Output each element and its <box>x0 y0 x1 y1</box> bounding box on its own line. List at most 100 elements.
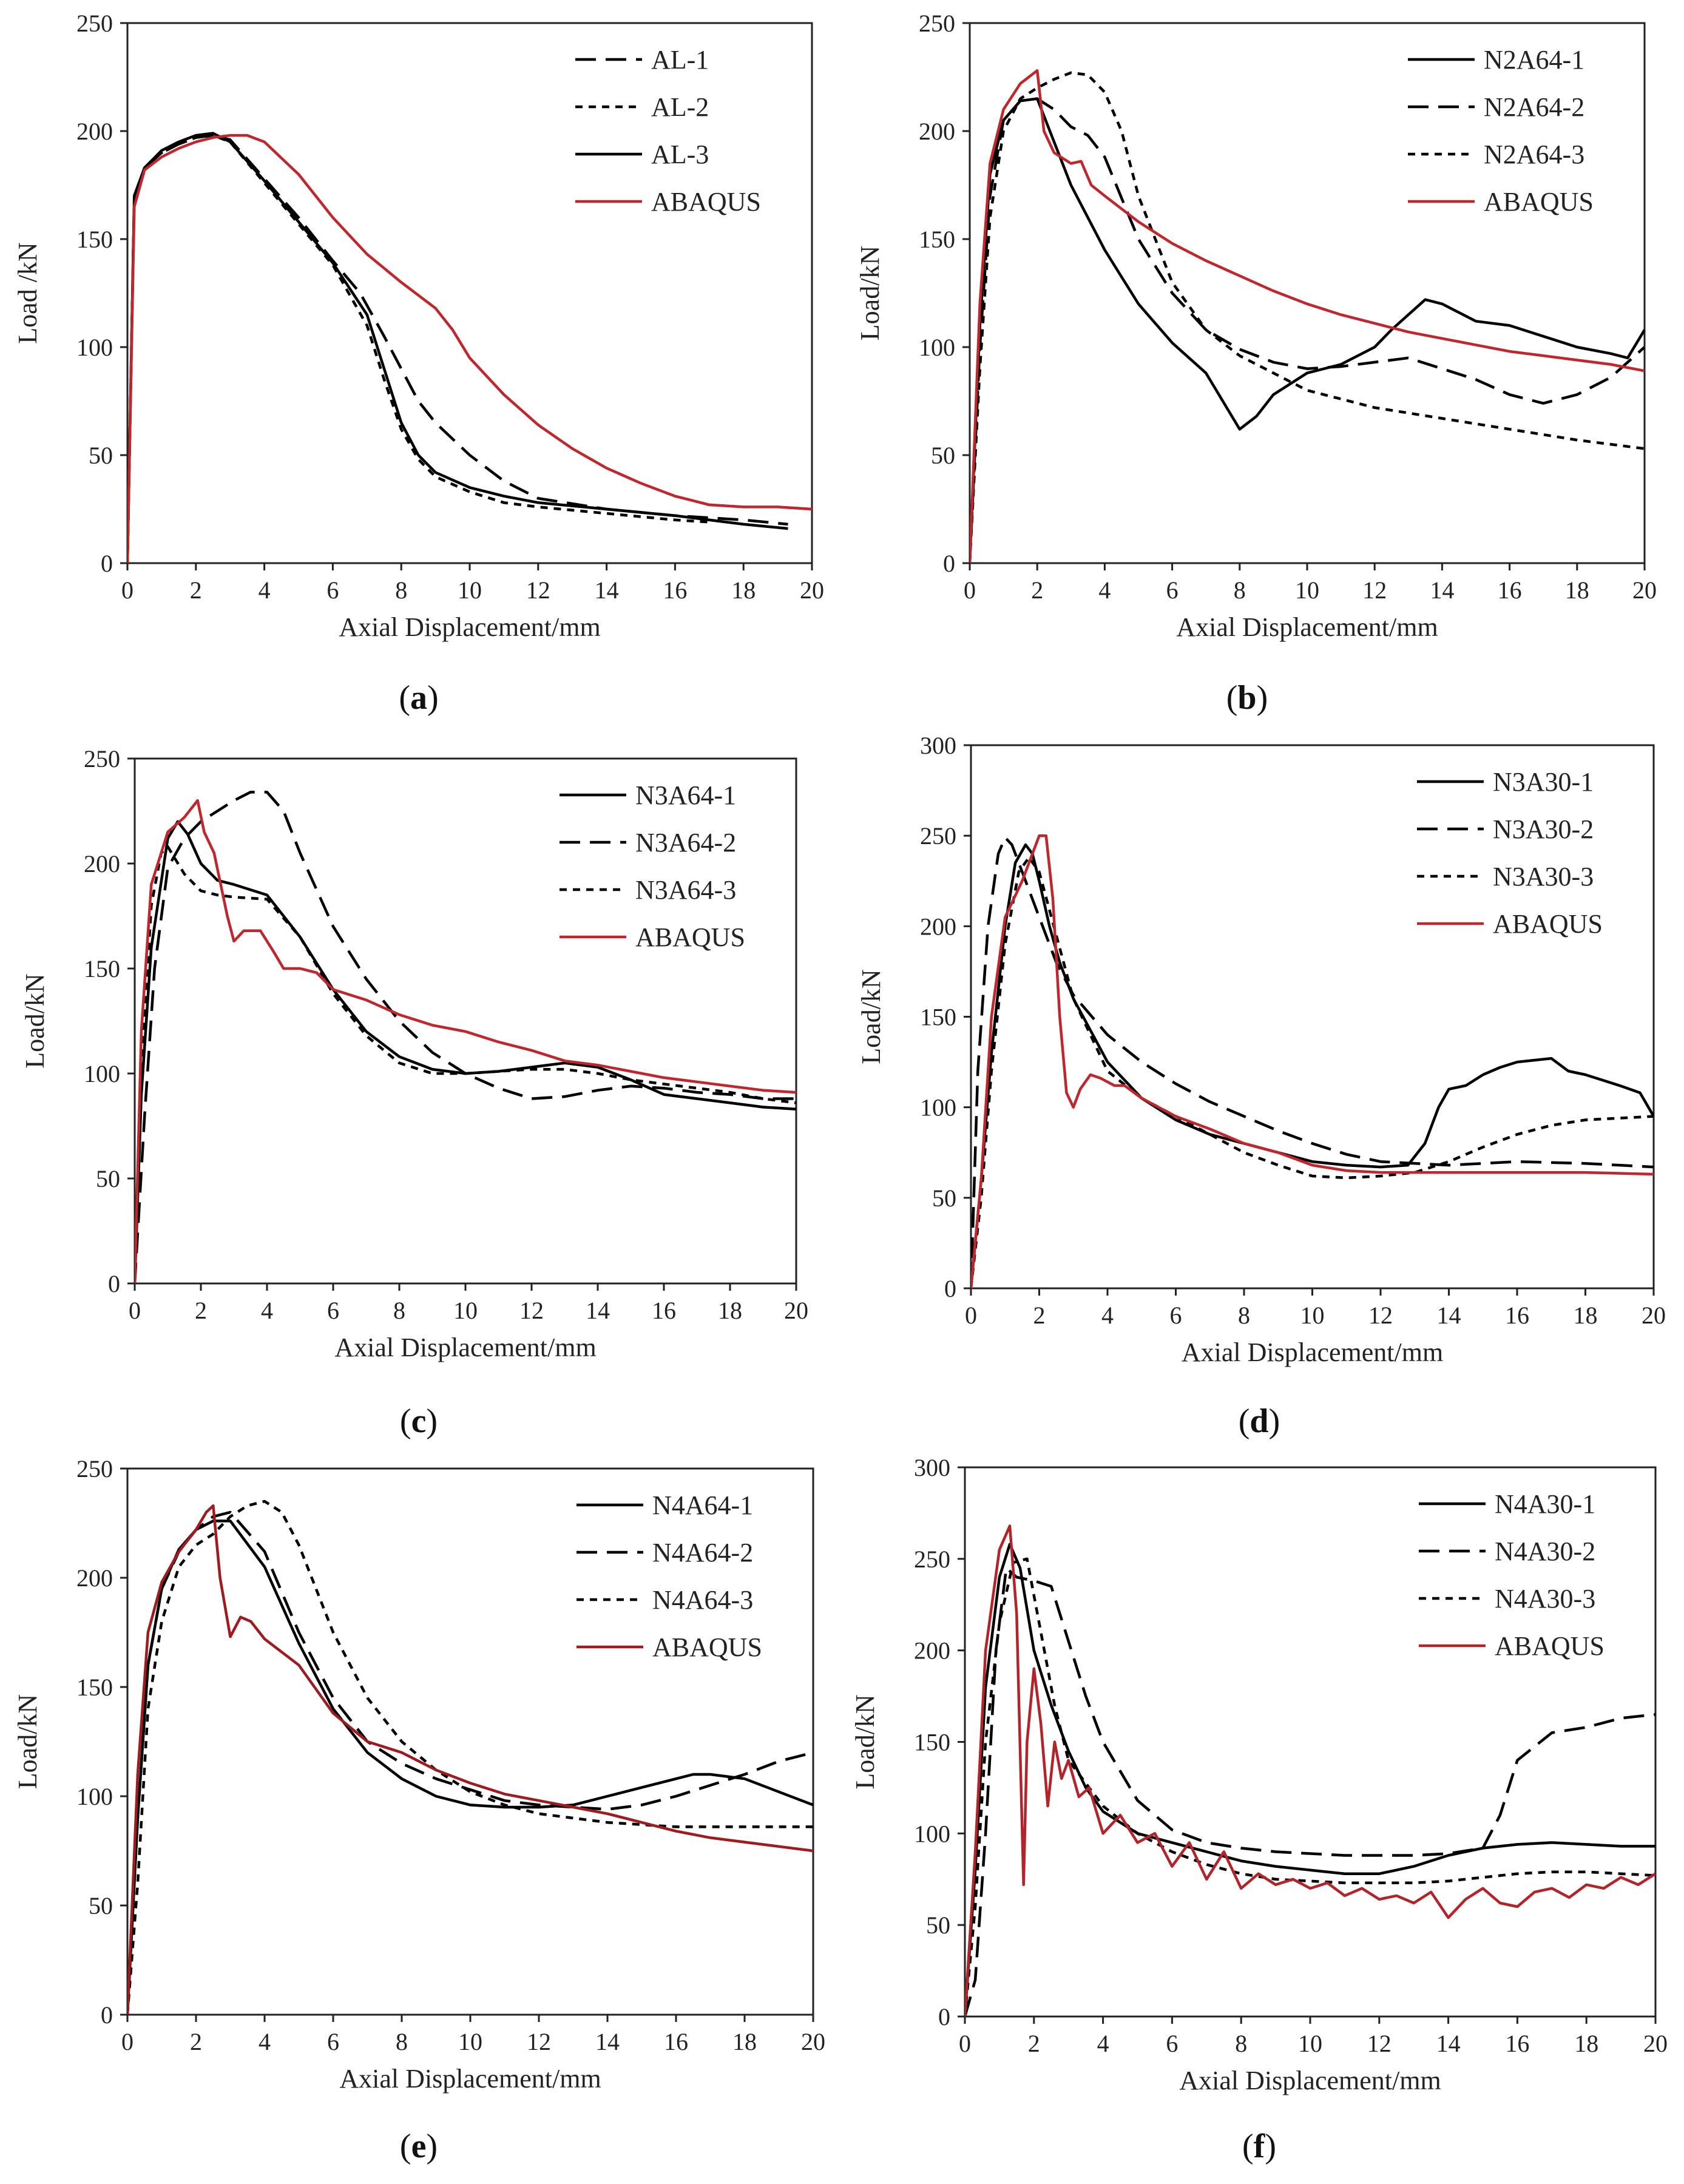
y-axis-title: Load/kN <box>855 246 885 340</box>
panel-caption: (d) <box>1239 1402 1280 1440</box>
x-tick-label: 4 <box>259 2028 271 2055</box>
y-tick-label: 200 <box>84 850 120 877</box>
panel-f: 0 2 4 6 8 10 12 14 16 18 20050100150200250300Axial… <box>850 1454 1668 2165</box>
x-tick-label: 12 <box>526 576 550 604</box>
series-line-al-2 <box>127 134 709 563</box>
legend-label: ABAQUS <box>1495 1631 1605 1661</box>
legend-label: ABAQUS <box>635 922 745 952</box>
y-tick-label: 100 <box>76 334 113 361</box>
series-line-abaqus <box>127 1504 813 2015</box>
legend-label: AL-2 <box>651 92 709 122</box>
legend-label: N2A64-1 <box>1484 45 1584 75</box>
series-line-n3a30-3 <box>971 856 1654 1288</box>
x-tick-label: 4 <box>1097 2030 1109 2057</box>
x-tick-label: 16 <box>1505 1302 1529 1329</box>
y-tick-label: 200 <box>919 118 955 145</box>
x-tick-label: 10 <box>1295 576 1319 604</box>
legend-label: N2A64-3 <box>1484 140 1584 169</box>
y-tick-label: 150 <box>76 226 113 253</box>
y-tick-label: 0 <box>944 1275 956 1302</box>
x-axis-title: Axial Displacement/mm <box>339 2064 601 2094</box>
x-tick-label: 12 <box>1368 1302 1393 1329</box>
y-tick-label: 150 <box>84 955 120 982</box>
y-tick-label: 200 <box>920 913 956 940</box>
legend-label: N4A30-2 <box>1495 1537 1595 1566</box>
legend-label: ABAQUS <box>651 187 761 217</box>
y-tick-label: 200 <box>76 118 113 145</box>
series-line-al-3 <box>127 132 788 563</box>
legend-label: N3A30-3 <box>1493 862 1594 891</box>
y-tick-label: 100 <box>920 1094 956 1121</box>
x-tick-label: 12 <box>527 2028 551 2055</box>
series-line-n3a30-1 <box>971 843 1654 1288</box>
x-tick-label: 16 <box>1505 2030 1529 2057</box>
legend-label: ABAQUS <box>1493 909 1603 939</box>
x-tick-label: 8 <box>1235 2030 1247 2057</box>
x-tick-label: 8 <box>396 2028 408 2055</box>
y-tick-label: 50 <box>932 1185 956 1212</box>
panel-d: 0 2 4 6 8 10 12 14 16 18 20050100150200250300Axial… <box>856 732 1666 1440</box>
x-tick-label: 4 <box>1101 1302 1114 1329</box>
x-tick-label: 20 <box>784 1297 808 1324</box>
x-tick-label: 14 <box>1430 576 1454 604</box>
x-tick-label: 20 <box>1642 1302 1666 1329</box>
x-tick-label: 4 <box>259 576 271 604</box>
panel-caption: (c) <box>400 1402 438 1440</box>
y-tick-label: 150 <box>76 1674 113 1701</box>
panel-caption: (b) <box>1226 679 1268 717</box>
y-axis-title: Load/kN <box>856 969 886 1064</box>
y-axis-title: Load /kN <box>13 242 42 343</box>
y-tick-label: 250 <box>76 10 113 37</box>
y-tick-label: 50 <box>931 442 955 469</box>
x-tick-label: 4 <box>261 1297 273 1324</box>
y-tick-label: 50 <box>96 1165 120 1192</box>
x-tick-label: 6 <box>1170 1302 1182 1329</box>
legend-label: N4A30-1 <box>1495 1489 1595 1519</box>
x-tick-label: 8 <box>395 576 407 604</box>
legend-label: N3A64-2 <box>635 828 736 857</box>
x-tick-label: 6 <box>327 2028 339 2055</box>
x-tick-label: 14 <box>1437 1302 1461 1329</box>
panel-caption: (a) <box>399 679 438 717</box>
x-tick-label: 18 <box>731 576 756 604</box>
y-axis-title: Load/kN <box>13 1694 42 1789</box>
x-tick-label: 12 <box>1367 2030 1391 2057</box>
x-tick-label: 20 <box>1643 2030 1668 2057</box>
x-tick-label: 2 <box>190 2028 202 2055</box>
x-tick-label: 16 <box>1498 576 1522 604</box>
x-tick-label: 8 <box>393 1297 405 1324</box>
y-tick-label: 150 <box>919 226 955 253</box>
x-tick-label: 20 <box>1632 576 1657 604</box>
x-tick-label: 0 <box>959 2030 971 2057</box>
x-tick-label: 2 <box>195 1297 207 1324</box>
series-line-n3a64-2 <box>135 791 796 1283</box>
y-tick-label: 0 <box>108 1270 120 1297</box>
x-axis-title: Axial Displacement/mm <box>1176 612 1438 642</box>
series-line-n4a64-3 <box>127 1499 813 2015</box>
x-axis-title: Axial Displacement/mm <box>1182 1337 1443 1367</box>
x-tick-label: 18 <box>1574 1302 1598 1329</box>
x-tick-label: 0 <box>965 1302 977 1329</box>
y-tick-label: 0 <box>938 2003 950 2030</box>
x-tick-label: 10 <box>453 1297 478 1324</box>
y-tick-label: 250 <box>919 10 955 37</box>
legend-label: N3A64-3 <box>635 875 736 905</box>
x-tick-label: 10 <box>458 576 482 604</box>
series-line-n3a64-3 <box>135 845 796 1283</box>
legend-label: N4A64-3 <box>652 1585 753 1615</box>
y-tick-label: 100 <box>919 334 955 361</box>
x-tick-label: 8 <box>1234 576 1246 604</box>
x-tick-label: 2 <box>1028 2030 1040 2057</box>
x-axis-title: Axial Displacement/mm <box>339 612 600 642</box>
x-tick-label: 14 <box>586 1297 610 1324</box>
x-tick-label: 6 <box>1166 576 1178 604</box>
series-line-n4a30-3 <box>965 1557 1655 2017</box>
x-tick-label: 18 <box>1574 2030 1598 2057</box>
series-line-n3a64-1 <box>135 820 796 1283</box>
x-tick-label: 10 <box>1298 2030 1322 2057</box>
x-tick-label: 14 <box>1436 2030 1461 2057</box>
